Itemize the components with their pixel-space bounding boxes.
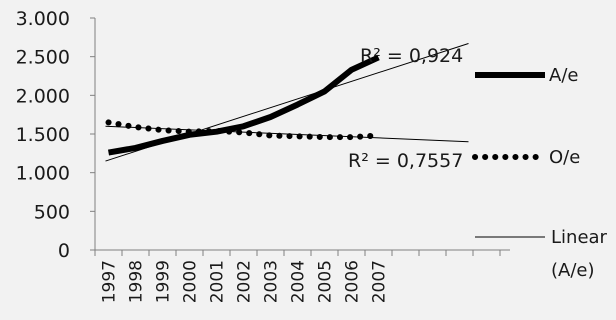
legend: A/e O/e Linear (A/e) [472, 65, 608, 281]
x-tick-label: 2006 [343, 260, 363, 303]
x-tick-label: 1997 [100, 260, 120, 303]
x-tick-label: 1998 [127, 260, 147, 303]
x-tick-label: 2004 [289, 260, 309, 303]
x-tick-label: 2002 [235, 260, 255, 303]
r2-label-a-e: R² = 0,924 [360, 45, 463, 67]
x-tick-label: 2003 [262, 260, 282, 303]
x-tick-label: 2007 [370, 260, 390, 303]
r2-label-o-e: R² = 0,7557 [348, 150, 463, 172]
y-tick-label: 0 [58, 240, 70, 262]
y-tick-label: 1.000 [16, 163, 70, 185]
y-tick-label: 500 [34, 201, 70, 223]
legend-label-linear-a-e: Linear [551, 227, 608, 248]
legend-label-o-e: O/e [549, 147, 580, 168]
x-tick-label: 2000 [181, 260, 201, 303]
x-tick-label: 1999 [154, 260, 174, 303]
x-axis-ticks: 1997 1998 1999 2000 2001 2002 2003 2004 2005 2006… [94, 250, 501, 303]
legend-label-linear-a-e-line2: (A/e) [551, 260, 595, 281]
series-lines [105, 43, 469, 162]
y-tick-label: 2.500 [16, 47, 70, 69]
y-tick-label: 2.000 [16, 85, 70, 107]
y-axis-ticks: 0 500 1.000 1.500 2.000 2.500 3.000 [16, 8, 95, 262]
y-tick-label: 1.500 [16, 124, 70, 146]
x-tick-label: 2005 [316, 260, 336, 303]
legend-label-a-e: A/e [549, 65, 578, 86]
x-tick-label: 2001 [208, 260, 228, 303]
trendline-labels: R² = 0,924 R² = 0,7557 [348, 45, 463, 172]
trendline-o-e [105, 125, 469, 143]
y-tick-label: 3.000 [16, 8, 70, 30]
